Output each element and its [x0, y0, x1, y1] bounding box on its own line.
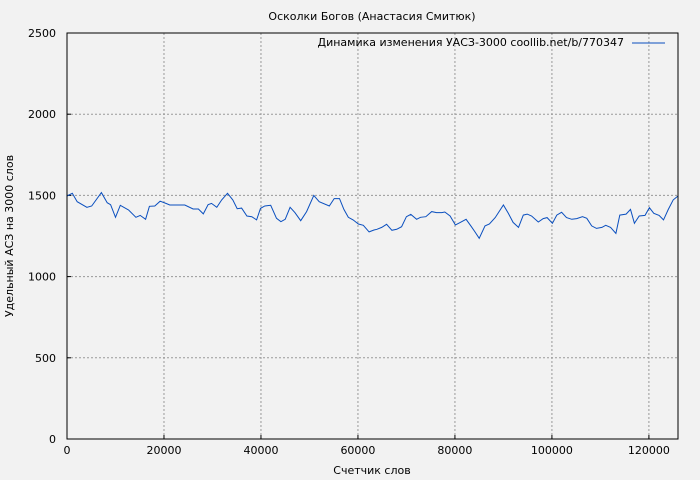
x-tick-label: 120000 [628, 444, 670, 457]
y-tick-label: 1500 [28, 189, 56, 202]
ticks: 0 20000 40000 60000 80000 100000 120000 0 500 100… [28, 27, 670, 457]
y-axis-label: Удельный АСЗ на 3000 слов [3, 155, 16, 317]
x-axis-label: Счетчик слов [333, 464, 410, 477]
x-tick-label: 0 [64, 444, 71, 457]
x-tick-label: 100000 [531, 444, 573, 457]
x-tick-label: 20000 [146, 444, 181, 457]
x-tick-label: 40000 [243, 444, 278, 457]
grid [67, 33, 678, 439]
y-tick-label: 2000 [28, 108, 56, 121]
chart-title: Осколки Богов (Анастасия Смитюк) [268, 10, 475, 23]
y-tick-label: 2500 [28, 27, 56, 40]
y-tick-label: 1000 [28, 271, 56, 284]
y-tick-label: 500 [35, 352, 56, 365]
plot-frame [66, 32, 679, 440]
x-tick-label: 60000 [340, 444, 375, 457]
legend-label: Динамика изменения УАСЗ-3000 coollib.net… [318, 36, 625, 49]
series-line [66, 191, 679, 240]
x-tick-label: 80000 [437, 444, 472, 457]
y-tick-label: 0 [49, 433, 56, 446]
